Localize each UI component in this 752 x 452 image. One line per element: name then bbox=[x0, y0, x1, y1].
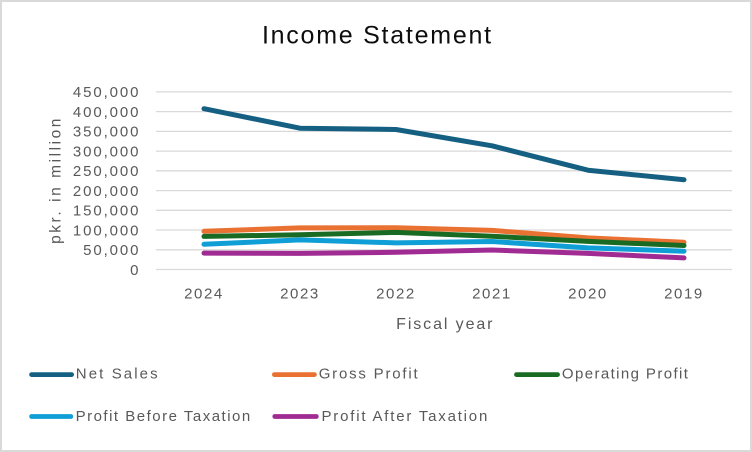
svg-text:450,000: 450,000 bbox=[73, 84, 141, 101]
svg-text:2019: 2019 bbox=[664, 286, 704, 303]
svg-text:400,000: 400,000 bbox=[73, 104, 141, 121]
svg-text:Gross Profit: Gross Profit bbox=[319, 365, 420, 382]
svg-text:Profit After Taxation: Profit After Taxation bbox=[322, 408, 490, 425]
svg-text:0: 0 bbox=[130, 262, 140, 279]
svg-text:pkr. in million: pkr. in million bbox=[47, 116, 64, 244]
svg-text:2023: 2023 bbox=[280, 286, 320, 303]
svg-text:Fiscal year: Fiscal year bbox=[396, 316, 494, 333]
svg-text:Net Sales: Net Sales bbox=[76, 365, 160, 382]
svg-text:100,000: 100,000 bbox=[73, 222, 141, 239]
svg-text:350,000: 350,000 bbox=[73, 124, 141, 141]
svg-text:250,000: 250,000 bbox=[73, 163, 141, 180]
svg-text:2022: 2022 bbox=[376, 286, 416, 303]
svg-text:2024: 2024 bbox=[184, 286, 224, 303]
svg-text:2021: 2021 bbox=[472, 286, 512, 303]
svg-text:200,000: 200,000 bbox=[73, 183, 141, 200]
svg-text:Income Statement: Income Statement bbox=[262, 22, 493, 50]
svg-text:2020: 2020 bbox=[568, 286, 608, 303]
svg-text:300,000: 300,000 bbox=[73, 143, 141, 160]
svg-text:Profit Before Taxation: Profit Before Taxation bbox=[76, 408, 252, 425]
svg-text:150,000: 150,000 bbox=[73, 203, 141, 220]
svg-text:50,000: 50,000 bbox=[83, 242, 140, 259]
svg-text:Operating Profit: Operating Profit bbox=[562, 365, 689, 382]
